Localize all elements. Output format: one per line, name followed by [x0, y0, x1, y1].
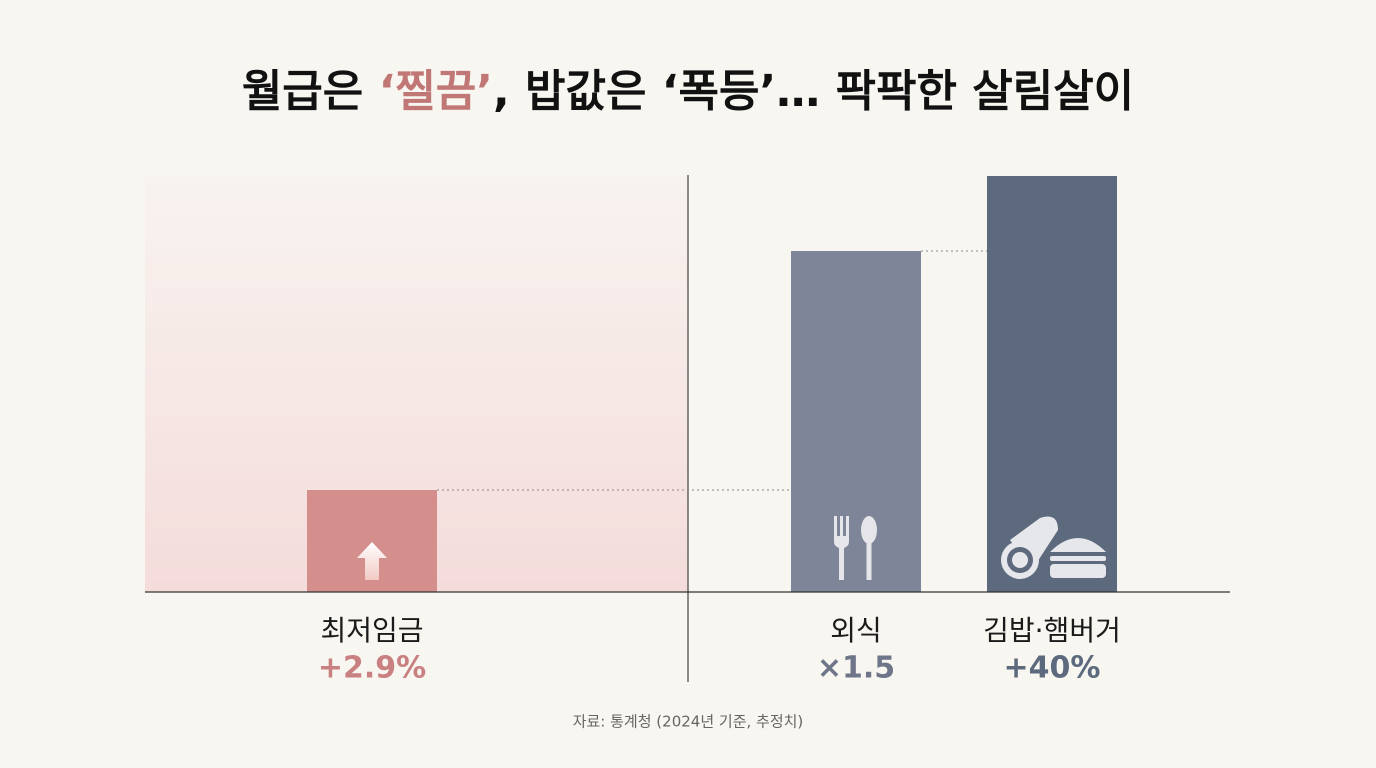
- source-note: 자료: 통계청 (2024년 기준, 추정치): [573, 713, 804, 731]
- title: 월급은 ‘찔끔’, 밥값은 ‘폭등’… 팍팍한 살림살이: [242, 66, 1134, 117]
- item-change: ×1.5: [817, 651, 895, 686]
- dining-bar: [791, 251, 921, 592]
- title-highlight: ‘찔끔’: [379, 66, 493, 117]
- title-part: , 밥값은 ‘폭등’… 팍팍한 살림살이: [493, 66, 1134, 117]
- fork-spoon-icon: [834, 516, 877, 580]
- gimbap-burger-icon: [1001, 516, 1106, 579]
- item-change: +40%: [1004, 651, 1101, 686]
- item-change: +2.9%: [318, 651, 426, 686]
- item-label: 최저임금: [320, 614, 423, 647]
- title-part: 월급은: [242, 66, 379, 117]
- up-arrow-icon: [357, 542, 387, 580]
- item-label: 김밥·햄버거: [983, 614, 1121, 647]
- item-label: 외식: [830, 614, 882, 647]
